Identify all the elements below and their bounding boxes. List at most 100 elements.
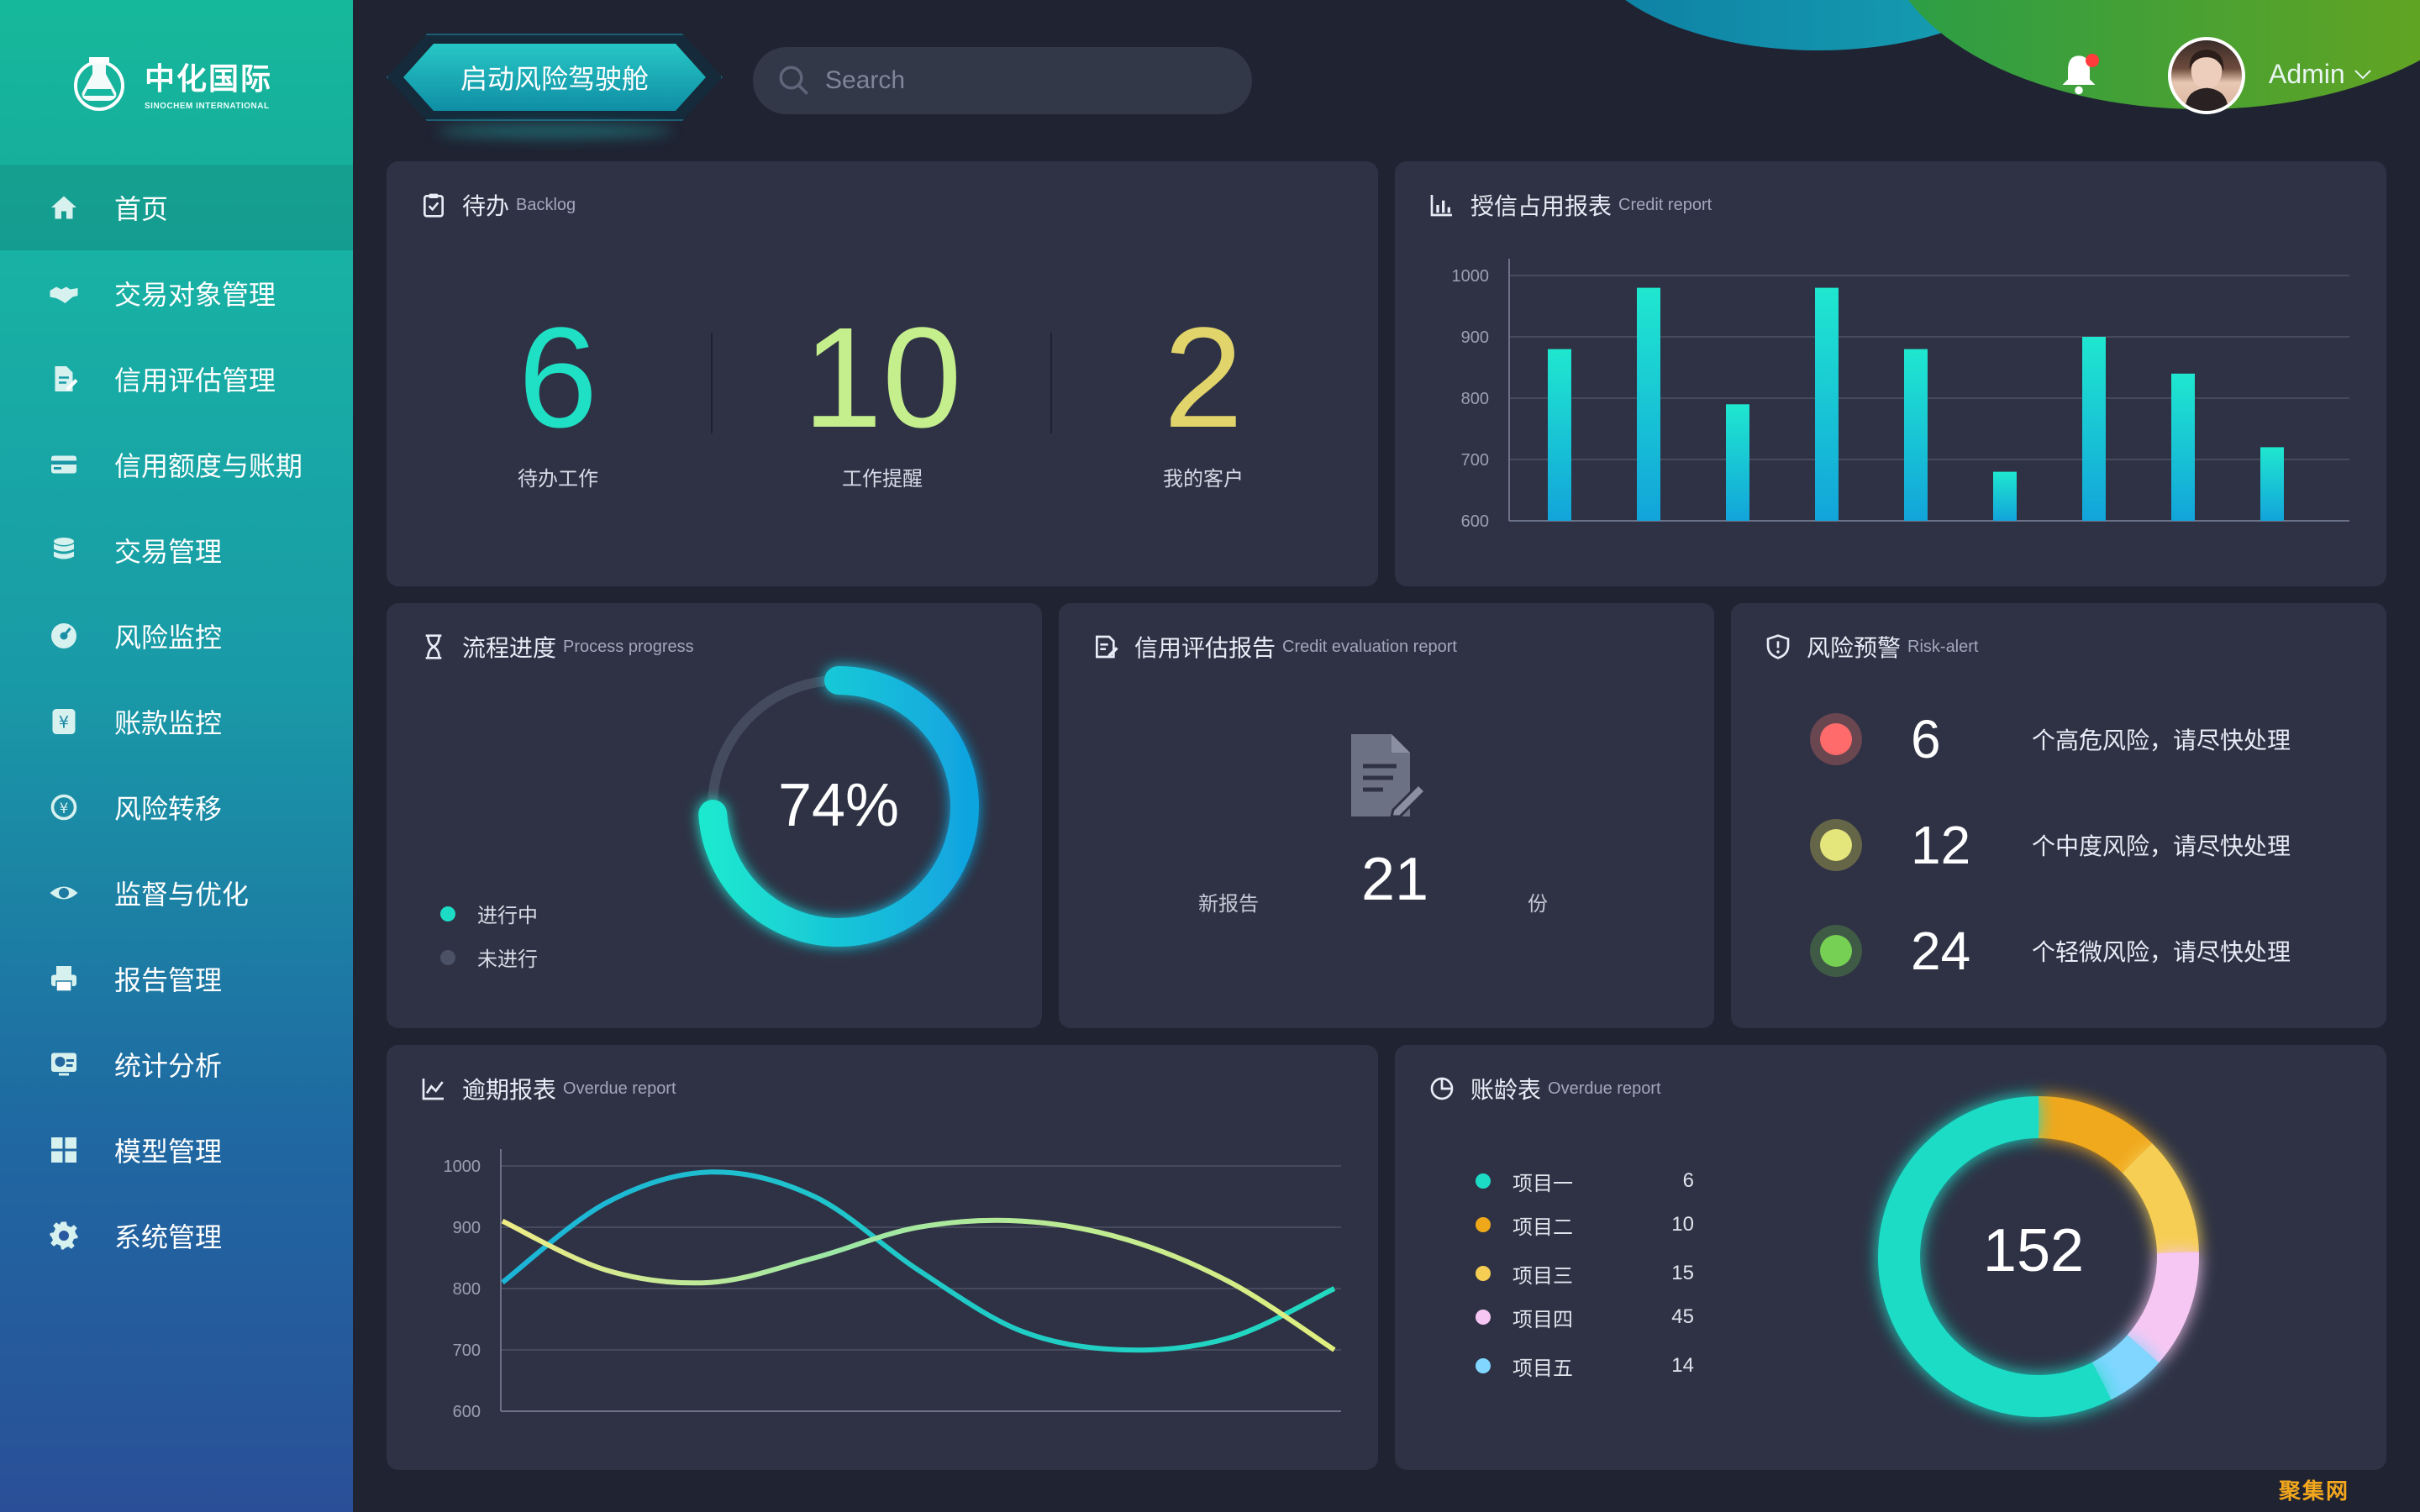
- sidebar-item-label: 监督与优化: [114, 879, 250, 910]
- progress-ring: [698, 666, 979, 947]
- report-document-icon: [1351, 734, 1427, 818]
- reminder-count: 10: [802, 298, 962, 458]
- risk-row-low[interactable]: 24 个轻微风险，请尽快处理: [1810, 919, 2291, 983]
- low-risk-count: 24: [1911, 921, 1971, 981]
- sidebar-item-label: 系统管理: [114, 1222, 223, 1252]
- process-card: 流程进度 Process progress 74% 进行中 未进行: [387, 603, 1042, 1028]
- y-tick-label: 1000: [1452, 267, 1490, 286]
- medium-risk-count: 12: [1911, 815, 1971, 875]
- series-line-yellow: [501, 1217, 1336, 1352]
- new-report-unit: 份: [1528, 893, 1548, 916]
- sidebar-item-system[interactable]: 系统管理: [0, 1193, 353, 1278]
- brand-logo[interactable]: 中化国际 SINOCHEM INTERNATIONAL: [0, 0, 353, 165]
- credit-bar-chart: 600 700 800 900 1000: [1452, 259, 2349, 531]
- launch-cockpit-button[interactable]: 启动风险驾驶舱: [387, 34, 723, 138]
- gear-icon: [47, 1219, 81, 1252]
- svg-text:¥: ¥: [60, 801, 69, 816]
- legend-in-progress: 进行中: [440, 899, 538, 928]
- aging-title: 账龄表 Overdue report: [1428, 1072, 1661, 1105]
- sidebar-item-supervision[interactable]: 监督与优化: [0, 850, 353, 936]
- customers-label: 我的客户: [1163, 468, 1244, 491]
- series-line-blue: [501, 1169, 1336, 1353]
- credit-card-icon: [47, 448, 81, 481]
- sidebar-item-label: 风险监控: [114, 622, 223, 653]
- risk-row-high[interactable]: 6 个高危风险，请尽快处理: [1810, 707, 2291, 771]
- printer-icon: [47, 962, 81, 995]
- bar: [1726, 404, 1749, 521]
- sidebar-item-home[interactable]: 首页: [0, 165, 353, 250]
- watermark: 聚集网: [2278, 1478, 2349, 1504]
- low-risk-text: 个轻微风险，请尽快处理: [2032, 939, 2291, 965]
- avatar[interactable]: [2168, 37, 2245, 114]
- progress-arc: [698, 666, 979, 947]
- sidebar-item-label: 信用额度与账期: [114, 451, 303, 481]
- sidebar-item-models[interactable]: 模型管理: [0, 1107, 353, 1193]
- sidebar-item-transactions[interactable]: 交易管理: [0, 507, 353, 593]
- sidebar-item-risk-monitor[interactable]: 风险监控: [0, 593, 353, 679]
- sidebar-item-label: 统计分析: [114, 1051, 223, 1081]
- medium-risk-indicator: [1810, 819, 1862, 871]
- sidebar-item-risk-transfer[interactable]: ¥ 风险转移: [0, 764, 353, 850]
- aging-legend-item: 项目二 10: [1476, 1208, 1694, 1242]
- eye-icon: [47, 876, 81, 910]
- sidebar-item-credit-eval[interactable]: 信用评估管理: [0, 336, 353, 422]
- search-input[interactable]: Search: [753, 47, 1252, 114]
- risk-alert-card: 风险预警 Risk-alert 6 个高危风险，请尽快处理 12 个中度风险，请尽…: [1731, 603, 2386, 1028]
- sidebar-item-label: 信用评估管理: [114, 365, 276, 396]
- aging-legend-item: 项目三 15: [1476, 1257, 1694, 1290]
- user-menu[interactable]: Admin: [2269, 59, 2372, 90]
- sidebar-item-label: 模型管理: [114, 1137, 223, 1167]
- search-icon: [779, 66, 808, 95]
- overdue-line-chart: 600 700 800 900 1000: [444, 1149, 1341, 1421]
- y-tick-label: 900: [1461, 328, 1489, 347]
- legend-not-started: 未进行: [440, 942, 538, 972]
- aging-legend-item: 项目一 6: [1476, 1164, 1694, 1198]
- sidebar-item-label: 首页: [114, 194, 169, 224]
- divider: [1050, 333, 1052, 433]
- y-tick-label: 1000: [444, 1158, 481, 1176]
- sidebar: 中化国际 SINOCHEM INTERNATIONAL 首页 交易对象管理 信用…: [0, 0, 353, 1512]
- sidebar-item-statistics[interactable]: 统计分析: [0, 1021, 353, 1107]
- eval-report-title: 信用评估报告 Credit evaluation report: [1092, 630, 1457, 664]
- shield-alert-icon: [1766, 634, 1790, 659]
- y-tick-label: 700: [453, 1341, 481, 1360]
- new-report-label: 新报告: [1198, 893, 1259, 916]
- aging-legend-item: 项目四 45: [1476, 1300, 1694, 1334]
- bar: [1637, 287, 1660, 521]
- hourglass-icon: [425, 634, 442, 659]
- aging-card: 账龄表 Overdue report 项目一 6 项目二 10 项目三 15 项目四 45…: [1395, 1045, 2386, 1470]
- sidebar-item-reports[interactable]: 报告管理: [0, 936, 353, 1021]
- eval-report-card: 信用评估报告 Credit evaluation report 新报告 21 份: [1059, 603, 1714, 1028]
- stats-icon: [47, 1047, 81, 1081]
- bar: [1993, 471, 2017, 521]
- brand-name: 中化国际: [145, 60, 273, 96]
- search-placeholder: Search: [825, 66, 906, 94]
- handshake-icon: [47, 276, 81, 310]
- yen-icon: ¥: [47, 705, 81, 738]
- sidebar-item-receivables[interactable]: ¥ 账款监控: [0, 679, 353, 764]
- sidebar-item-credit-limit[interactable]: 信用额度与账期: [0, 422, 353, 507]
- notifications-button[interactable]: [2057, 52, 2101, 96]
- bar: [1548, 349, 1571, 521]
- sidebar-item-label: 交易管理: [114, 537, 223, 567]
- new-report-count: 21: [1360, 846, 1429, 913]
- low-risk-indicator: [1810, 925, 1862, 977]
- customers-count: 2: [1163, 298, 1244, 458]
- y-tick-label: 700: [1461, 451, 1489, 470]
- bar: [1904, 349, 1928, 521]
- credit-report-card: 授信占用报表 Credit report 600 700 800 900 1000: [1395, 161, 2386, 586]
- home-icon: [47, 191, 81, 224]
- user-name: Admin: [2269, 59, 2345, 89]
- medium-risk-text: 个中度风险，请尽快处理: [2032, 833, 2291, 859]
- donut-slice: [1878, 1096, 2199, 1417]
- todo-count: 6: [518, 298, 598, 458]
- aging-legend-item: 项目五 14: [1476, 1349, 1694, 1383]
- sidebar-item-counterparty[interactable]: 交易对象管理: [0, 250, 353, 336]
- aging-donut-chart: [1878, 1096, 2199, 1417]
- todo-label: 待办工作: [518, 468, 598, 491]
- y-tick-label: 600: [453, 1403, 481, 1421]
- y-tick-label: 900: [453, 1219, 481, 1237]
- aging-total: 152: [1982, 1217, 2085, 1284]
- y-tick-label: 600: [1461, 512, 1489, 531]
- risk-row-medium[interactable]: 12 个中度风险，请尽快处理: [1810, 813, 2291, 877]
